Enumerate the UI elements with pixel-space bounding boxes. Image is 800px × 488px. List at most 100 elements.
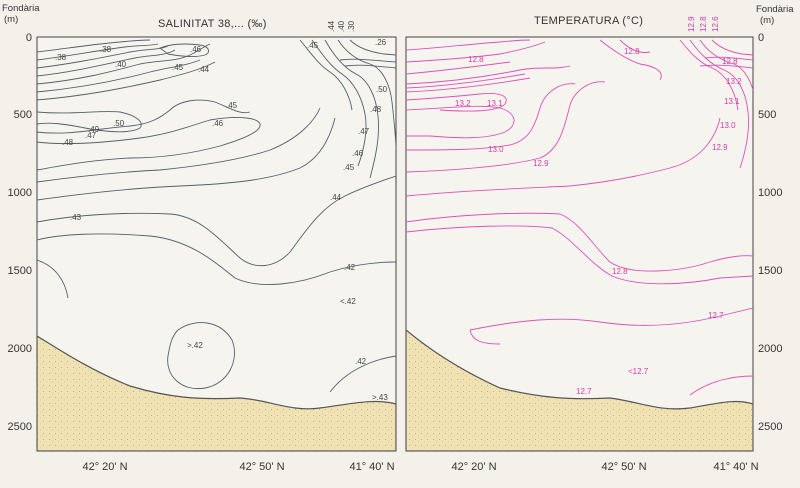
lat-tick: 41° 40' N <box>349 461 394 473</box>
isoline <box>299 39 353 111</box>
contour-label: .44 <box>198 65 210 74</box>
isoline <box>689 375 753 396</box>
isoline <box>469 307 753 331</box>
contour-label: 13.1 <box>487 99 503 108</box>
isoline <box>167 322 235 390</box>
isoline <box>37 259 69 299</box>
depth-tick: 1000 <box>8 187 32 199</box>
isoline <box>37 61 216 101</box>
isoline <box>344 64 396 69</box>
contour-label: 12.9 <box>712 143 728 152</box>
contour-label: .48 <box>62 138 74 147</box>
salinity-panel: .38 .38 .40 .46 .45 .44 .49 .50 .47 .48 … <box>2 3 397 473</box>
depth-tick: 2000 <box>8 343 32 355</box>
isoline <box>406 117 721 197</box>
isoline <box>159 43 210 57</box>
isoline <box>349 39 396 56</box>
isoline <box>406 73 526 89</box>
isoline <box>406 61 511 75</box>
contour-label: >.42 <box>187 341 203 350</box>
contour-label: 12.8 <box>722 57 738 66</box>
contour-label: .50 <box>113 119 125 128</box>
contour-label: .46 <box>352 149 364 158</box>
isoline <box>37 49 176 77</box>
isoline <box>406 83 576 151</box>
depth-tick: 0 <box>26 32 32 44</box>
contour-label: 13.1 <box>724 97 740 106</box>
contour-label: .45 <box>307 41 319 50</box>
isoline <box>324 39 379 179</box>
depth-tick: 1500 <box>758 265 782 277</box>
temperature-panel: 12.8 13.2 13.1 13.0 12.9 12.8 12.9 12.8 … <box>405 4 794 473</box>
isoline <box>37 99 251 134</box>
contour-label: >.43 <box>372 393 388 402</box>
salinity-title: SALINITAT 38,... (‰) <box>158 18 267 30</box>
depth-axis-unit-right: (m) <box>760 15 774 26</box>
contour-label: .45 <box>172 63 184 72</box>
depth-tick: 2500 <box>758 421 782 433</box>
contour-label: .47 <box>85 131 97 140</box>
isoline <box>37 59 201 93</box>
contour-label: .47 <box>358 127 370 136</box>
contour-label: .50 <box>376 85 388 94</box>
temperature-seabed <box>406 329 753 451</box>
contour-label: .30 <box>347 20 356 32</box>
isoline <box>406 39 531 51</box>
isoline <box>37 39 151 53</box>
depth-tick: 1000 <box>758 187 782 199</box>
lat-ticks-left: 42° 20' N 42° 50' N 41° 40' N <box>82 461 394 473</box>
depth-tick: 1500 <box>8 265 32 277</box>
contour-label: .40 <box>337 20 346 32</box>
contour-label: .42 <box>344 263 356 272</box>
contour-label: 12.7 <box>708 311 724 320</box>
isoline <box>37 175 396 267</box>
contour-label: .40 <box>115 60 127 69</box>
depth-tick: 2000 <box>758 343 782 355</box>
contour-label: .44 <box>330 193 342 202</box>
isoline <box>711 39 753 56</box>
isoline <box>339 58 396 63</box>
depth-axis-label-right: Fondària <box>756 4 794 15</box>
depth-tick: 500 <box>758 109 776 121</box>
isoline <box>37 117 336 201</box>
isoline <box>37 117 261 171</box>
isoline <box>599 39 662 81</box>
lat-tick: 42° 20' N <box>451 461 496 473</box>
lat-tick: 42° 20' N <box>82 461 127 473</box>
depth-tick: 500 <box>14 109 32 121</box>
depth-tick: 2500 <box>8 421 32 433</box>
depth-axis-label-left: Fondària <box>2 3 40 14</box>
contour-label: 13.2 <box>455 99 471 108</box>
contour-label: .45 <box>226 101 238 110</box>
contour-label: 12.8 <box>612 267 628 276</box>
temperature-isolines <box>406 39 753 396</box>
contour-label: .43 <box>70 213 82 222</box>
contour-label: <.42 <box>340 297 356 306</box>
contour-label: 12.6 <box>711 16 720 32</box>
lat-tick: 42° 50' N <box>239 461 284 473</box>
isoline <box>37 111 142 133</box>
isoline <box>311 39 367 167</box>
contour-label: 12.7 <box>576 387 592 396</box>
contour-label: <12.7 <box>628 367 649 376</box>
salinity-seabed <box>37 335 396 451</box>
isoline <box>406 41 546 63</box>
contour-label: 13.0 <box>488 145 504 154</box>
lat-tick: 41° 40' N <box>713 461 758 473</box>
contour-label: .26 <box>375 38 387 47</box>
depth-ticks-right: 0 500 1000 1500 2000 2500 <box>758 32 782 433</box>
isoline <box>406 225 753 285</box>
isoline <box>699 64 753 69</box>
isoline <box>704 56 753 61</box>
contour-label: 12.9 <box>687 16 696 32</box>
contour-label: .49 <box>88 125 100 134</box>
contour-label: .46 <box>190 45 202 54</box>
isoline <box>406 93 507 112</box>
depth-ticks-left: 0 500 1000 1500 2000 2500 <box>8 32 32 433</box>
temperature-title: TEMPERATURA (°C) <box>534 15 643 27</box>
lat-ticks-right: 42° 20' N 42° 50' N 41° 40' N <box>451 461 758 473</box>
contour-label: 12.8 <box>624 47 640 56</box>
isoline <box>406 77 531 93</box>
isoline <box>619 39 651 53</box>
